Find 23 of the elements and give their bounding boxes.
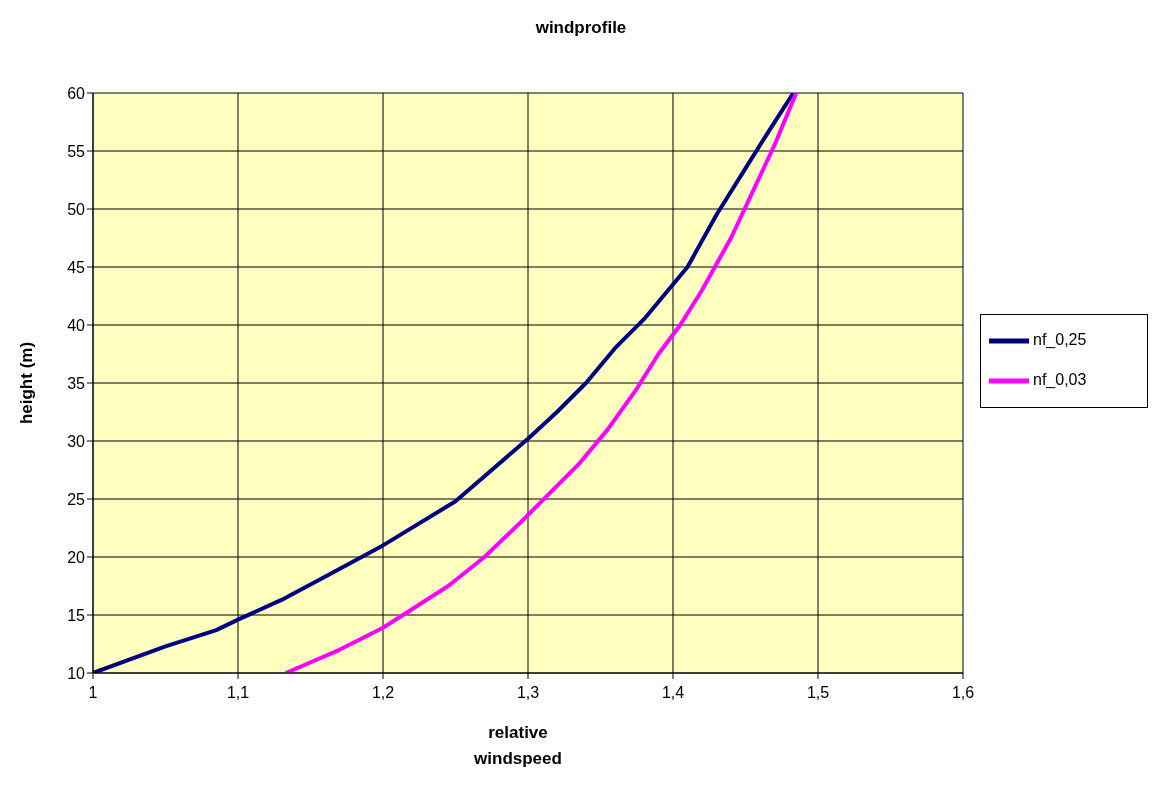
x-tick-label: 1,2 bbox=[371, 684, 395, 702]
legend-label: nf_0,25 bbox=[1033, 330, 1087, 348]
y-tick-label: 30 bbox=[67, 432, 86, 450]
x-tick-label: 1 bbox=[88, 684, 98, 702]
y-tick-label: 35 bbox=[67, 374, 86, 392]
y-tick-label: 45 bbox=[67, 258, 86, 276]
x-tick-label: 1,4 bbox=[661, 684, 685, 702]
y-tick-label: 55 bbox=[67, 142, 86, 160]
legend-label: nf_0,03 bbox=[1033, 370, 1087, 388]
chart-title: windprofile bbox=[534, 18, 628, 38]
x-tick-label: 1,6 bbox=[951, 684, 975, 702]
x-tick-label: 1,1 bbox=[226, 684, 250, 702]
y-tick-label: 25 bbox=[67, 490, 86, 508]
y-tick-label: 50 bbox=[67, 200, 86, 218]
y-tick-label: 40 bbox=[67, 316, 86, 334]
x-axis-title: relative windspeed bbox=[473, 722, 563, 770]
y-tick-label: 10 bbox=[67, 664, 86, 682]
y-tick-label: 20 bbox=[67, 548, 86, 566]
x-tick-label: 1,3 bbox=[516, 684, 540, 702]
x-tick-label: 1,5 bbox=[806, 684, 830, 702]
y-tick-label: 15 bbox=[67, 606, 86, 624]
y-tick-label: 60 bbox=[67, 84, 86, 102]
y-axis-title: height (m) bbox=[17, 341, 37, 425]
